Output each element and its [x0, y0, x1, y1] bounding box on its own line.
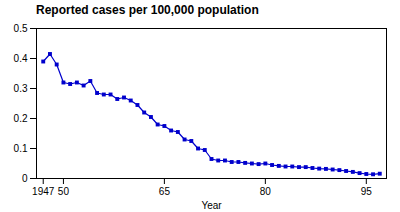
svg-text:0.1: 0.1 [14, 143, 28, 154]
svg-text:Year: Year [201, 200, 222, 211]
svg-text:80: 80 [260, 186, 272, 197]
svg-text:0.5: 0.5 [14, 23, 28, 34]
svg-text:95: 95 [361, 186, 373, 197]
svg-text:0.4: 0.4 [14, 53, 28, 64]
svg-text:50: 50 [58, 186, 70, 197]
svg-text:0.2: 0.2 [14, 113, 28, 124]
svg-text:0.3: 0.3 [14, 83, 28, 94]
html-text:Reported cases per 100,000 pop: Reported cases per 100,000 population [36, 3, 259, 17]
svg-text:0: 0 [22, 173, 28, 184]
svg-text:65: 65 [159, 186, 171, 197]
svg-text:1947: 1947 [32, 186, 55, 197]
